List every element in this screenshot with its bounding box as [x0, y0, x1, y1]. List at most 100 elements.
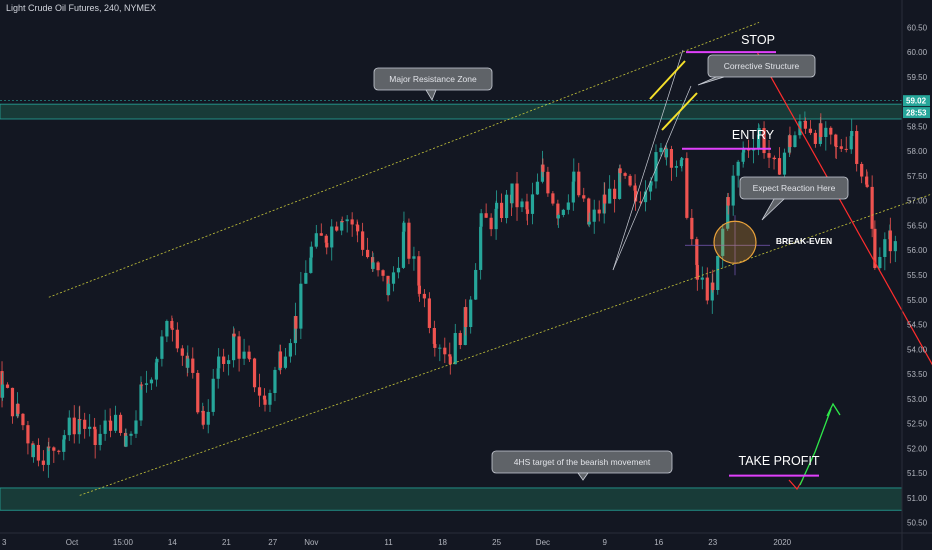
- candle-body: [170, 328, 174, 330]
- candle-body: [613, 188, 617, 199]
- candle-body: [98, 433, 102, 446]
- candle-body: [154, 362, 159, 380]
- candle-body: [376, 262, 380, 271]
- candle-body: [541, 164, 545, 172]
- candle-body: [26, 425, 30, 444]
- candle-body: [510, 183, 514, 204]
- candle-body: [870, 186, 874, 229]
- candle-body: [458, 333, 462, 345]
- chart-title: Light Crude Oil Futures, 240, NYMEX: [6, 3, 157, 13]
- candle-body: [824, 127, 828, 137]
- candle-body: [402, 222, 406, 232]
- candle-body: [711, 282, 715, 290]
- candle-body: [186, 358, 190, 368]
- price-tick-label: 52.00: [907, 444, 928, 453]
- candle-body: [432, 327, 436, 344]
- candle-body: [525, 209, 530, 214]
- candle-body: [878, 256, 882, 269]
- candle-body: [263, 399, 267, 405]
- candle-body: [873, 228, 877, 269]
- candle-body: [762, 128, 766, 154]
- candle-body: [623, 173, 627, 176]
- price-tick-label: 55.50: [907, 271, 928, 280]
- candle-body: [638, 201, 643, 203]
- candle-body: [124, 435, 128, 447]
- structure-callout-text: Corrective Structure: [724, 61, 800, 71]
- candle-body: [850, 131, 854, 137]
- candle-body: [180, 348, 184, 356]
- candle-body: [865, 184, 869, 187]
- candle-body: [633, 185, 637, 191]
- candle-body: [155, 358, 159, 363]
- time-tick-label: 14: [168, 538, 177, 547]
- candle-body: [690, 217, 694, 240]
- candle-body: [530, 194, 535, 214]
- candle-body: [407, 222, 411, 259]
- candle-body: [495, 202, 499, 209]
- chart-drawings: [48, 22, 932, 496]
- structure-line-upper: [649, 60, 686, 100]
- candle-body: [628, 175, 632, 186]
- price-tick-label: 56.50: [907, 221, 928, 230]
- candle-body: [412, 256, 416, 259]
- candle-body: [72, 417, 76, 435]
- candle-body: [247, 351, 251, 359]
- candle-body: [556, 214, 560, 219]
- candle-body: [849, 136, 853, 150]
- candle-body: [340, 221, 344, 223]
- candle-body: [57, 450, 61, 452]
- target-callout-pointer: [577, 472, 589, 481]
- candle-body: [448, 356, 452, 365]
- candle-body: [464, 307, 468, 328]
- candle-body: [257, 387, 262, 396]
- candle-body: [674, 166, 679, 168]
- candle-body: [587, 221, 591, 225]
- time-tick-label: Nov: [304, 538, 318, 547]
- candle-body: [417, 285, 421, 294]
- candle-body: [324, 235, 328, 243]
- time-tick-label: 9: [602, 538, 607, 547]
- candle-body: [726, 197, 730, 229]
- candle-body: [268, 392, 272, 405]
- candle-body: [371, 262, 375, 269]
- price-tick-label: 58.50: [907, 122, 928, 131]
- candle-body: [46, 446, 50, 465]
- time-tick-label: Oct: [66, 538, 79, 547]
- price-tick-label: 57.00: [907, 197, 928, 206]
- candle-body: [113, 414, 118, 431]
- candle-body: [217, 356, 221, 369]
- upper-channel-line: [48, 22, 760, 298]
- candle-body: [170, 320, 174, 329]
- candle-body: [603, 194, 607, 204]
- price-tick-label: 58.00: [907, 147, 928, 156]
- candle-body: [330, 226, 334, 248]
- candle-body: [438, 347, 442, 349]
- price-tick-label: 54.00: [907, 345, 928, 354]
- candle-body: [484, 213, 488, 218]
- structure-callout-pointer: [697, 76, 725, 86]
- candle-body: [41, 460, 45, 465]
- entry-label: ENTRY: [732, 128, 775, 142]
- candle-body: [175, 329, 179, 349]
- candle-body: [5, 384, 10, 388]
- candle-body: [160, 336, 164, 359]
- price-tag: [903, 107, 930, 119]
- price-tick-label: 50.50: [907, 519, 928, 528]
- support-zone: [0, 487, 903, 511]
- candle-body: [525, 201, 529, 210]
- candle-body: [396, 267, 401, 273]
- candle-body: [803, 120, 807, 129]
- candle-body: [736, 161, 740, 176]
- price-tick-label: 53.50: [907, 370, 928, 379]
- candle-body: [752, 149, 756, 151]
- candle-body: [93, 426, 97, 430]
- candle-body: [139, 384, 143, 421]
- candle-body: [83, 419, 87, 429]
- price-tick-label: 51.00: [907, 494, 928, 503]
- candle-body: [474, 269, 478, 300]
- candle-body: [515, 183, 519, 208]
- candle-body: [216, 368, 220, 379]
- candle-body: [705, 277, 709, 301]
- candle-body: [716, 255, 720, 290]
